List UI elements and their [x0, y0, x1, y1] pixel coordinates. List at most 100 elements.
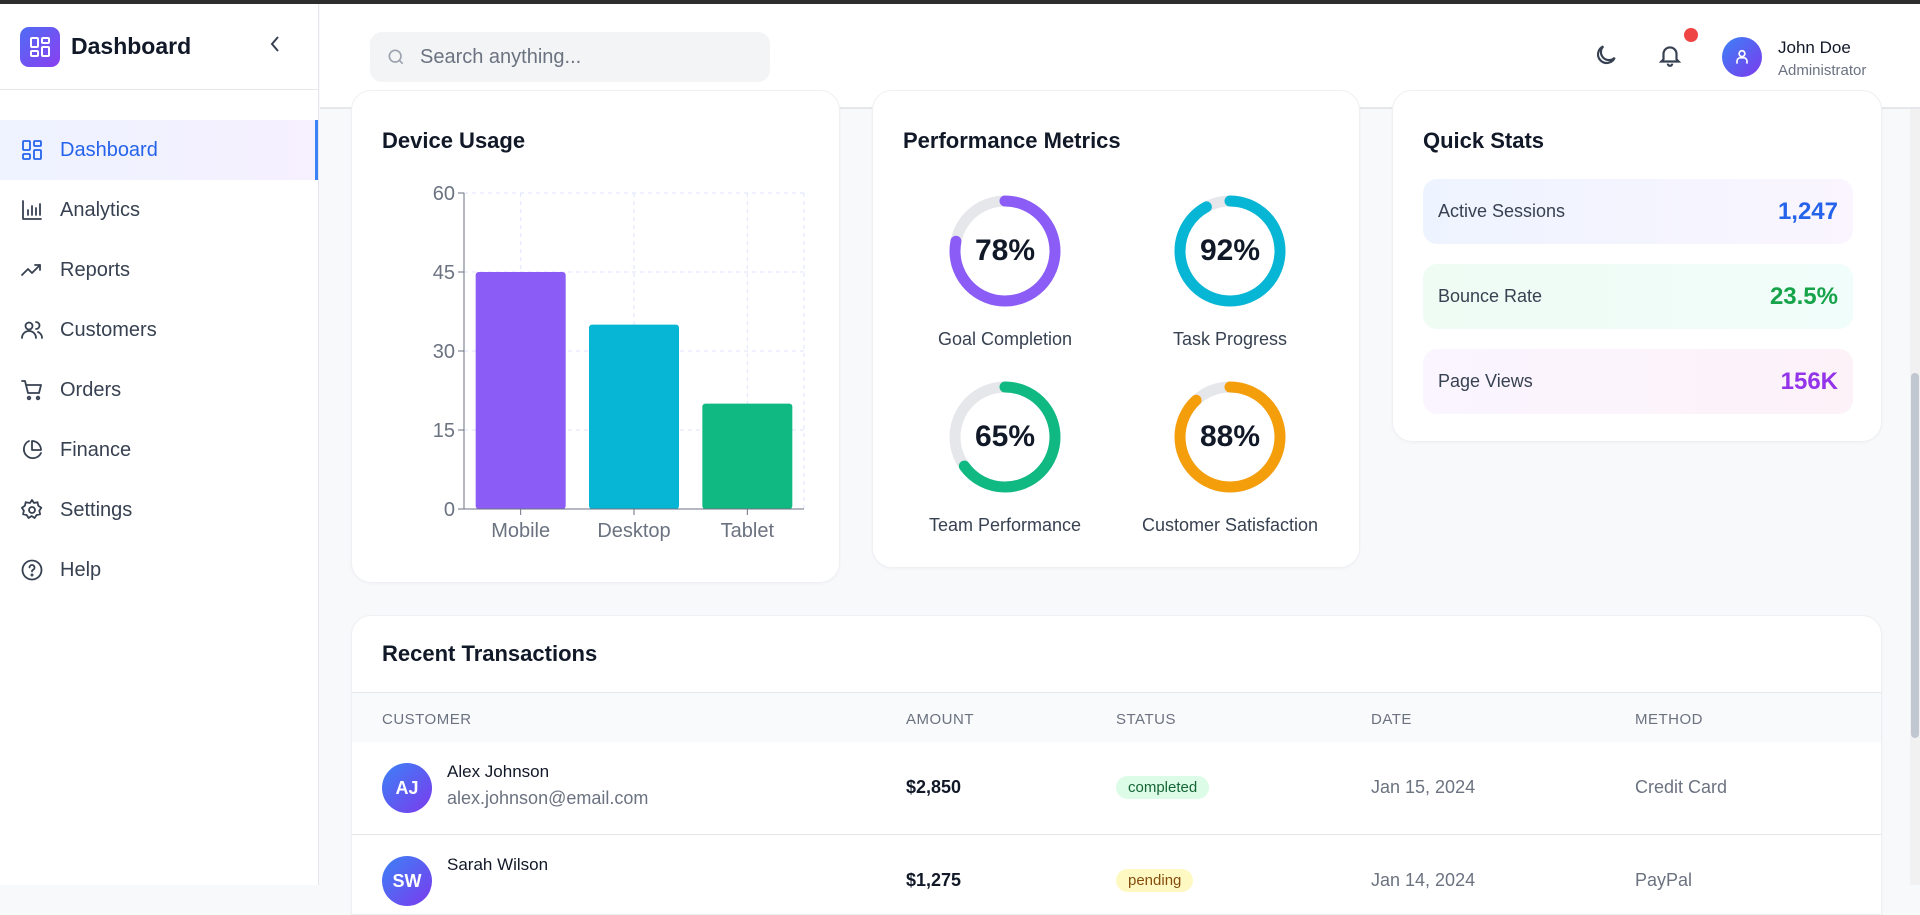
search-placeholder: Search anything... [420, 45, 582, 68]
sidebar-item-finance[interactable]: Finance [0, 420, 318, 480]
column-header-method[interactable]: METHOD [1635, 711, 1703, 728]
y-tick-label: 45 [433, 262, 455, 284]
search-input[interactable]: Search anything... [370, 32, 770, 82]
notifications-bell-icon[interactable] [1657, 42, 1683, 73]
scrollbar-thumb[interactable] [1911, 373, 1919, 738]
ring-task-progress: 92% [1165, 186, 1295, 316]
ring-goal-completion: 78% [940, 186, 1070, 316]
stat-label: Bounce Rate [1438, 286, 1543, 306]
brand-title: Dashboard [71, 33, 192, 59]
ring-progress [1174, 381, 1286, 493]
x-tick-label: Mobile [491, 520, 550, 542]
sidebar-item-help[interactable]: Help [0, 540, 318, 600]
sidebar-item-label: Finance [60, 438, 132, 461]
stat-value: 156K [1780, 367, 1838, 395]
status-badge: pending [1116, 869, 1194, 892]
sidebar-item-label: Analytics [60, 198, 141, 221]
bar-mobile [475, 272, 566, 509]
sidebar-item-settings[interactable]: Settings [0, 480, 318, 540]
notification-badge [1684, 28, 1698, 42]
sidebar-item-label: Dashboard [60, 138, 158, 161]
recent-transactions-card: Recent Transactions CUSTOMER AMOUNT STAT… [351, 615, 1882, 915]
quick-stats-card: Quick Stats Active Sessions 1,247 Bounce… [1392, 90, 1882, 442]
y-tick-label: 60 [433, 183, 455, 205]
sidebar-item-orders[interactable]: Orders [0, 360, 318, 420]
pie-chart-icon [22, 440, 42, 460]
ring-value: 65% [974, 420, 1036, 453]
y-tick-label: 30 [433, 341, 455, 363]
user-name: John Doe [1778, 38, 1851, 57]
brand: Dashboard [0, 4, 318, 90]
user-role: Administrator [1778, 62, 1867, 79]
sidebar-item-reports[interactable]: Reports [0, 240, 318, 300]
user-icon [1736, 49, 1748, 64]
ring-label: Team Performance [928, 515, 1082, 535]
table-row[interactable]: SW Sarah Wilson $1,275 pending Jan 14, 2… [352, 834, 1881, 914]
sidebar-item-dashboard[interactable]: Dashboard [0, 120, 318, 180]
stat-label: Active Sessions [1438, 201, 1566, 221]
ring-progress [949, 381, 1061, 493]
column-header-date[interactable]: DATE [1371, 711, 1412, 728]
user-avatar[interactable] [1722, 37, 1762, 77]
bar-desktop [589, 324, 679, 509]
card-title: Recent Transactions [382, 641, 598, 666]
ring-label: Customer Satisfaction [1141, 515, 1319, 535]
stat-value: 1,247 [1777, 197, 1838, 225]
help-circle-icon [21, 559, 43, 581]
ring-label: Task Progress [1172, 329, 1288, 349]
ring-progress [1174, 195, 1286, 307]
sidebar-item-analytics[interactable]: Analytics [0, 180, 318, 240]
logo-icon [20, 26, 60, 67]
window-top-bar [0, 0, 1920, 4]
gear-icon [21, 499, 43, 519]
stat-value: 23.5% [1769, 282, 1838, 310]
sidebar-item-label: Orders [60, 378, 122, 401]
customer-name: Sarah Wilson [447, 855, 549, 874]
performance-metrics-card: Performance Metrics 78% Goal Completion 92… [872, 90, 1360, 568]
amount: $2,850 [906, 777, 962, 797]
stat-bounce-rate: Bounce Rate 23.5% [1423, 264, 1853, 329]
amount: $1,275 [906, 870, 962, 890]
customer-avatar: SW [382, 856, 432, 906]
y-tick-label: 15 [433, 420, 455, 442]
device-usage-card: Device Usage 0 15 30 45 60 Mobile Desktop Table… [351, 90, 840, 583]
date: Jan 15, 2024 [1371, 777, 1476, 797]
search-icon [388, 49, 404, 65]
users-icon [21, 321, 43, 339]
stat-active-sessions: Active Sessions 1,247 [1423, 179, 1853, 244]
sidebar-item-label: Settings [60, 498, 133, 521]
card-title: Device Usage [382, 128, 526, 153]
ring-team-performance: 65% [940, 372, 1070, 502]
date: Jan 14, 2024 [1371, 870, 1476, 890]
card-title: Quick Stats [1423, 128, 1545, 153]
customer-name: Alex Johnson [447, 762, 550, 781]
stat-label: Page Views [1438, 371, 1533, 391]
customer-email: alex.johnson@email.com [447, 788, 649, 808]
trending-up-icon [21, 264, 41, 276]
bar-chart-icon [22, 200, 42, 220]
y-tick-label: 0 [444, 499, 455, 521]
stat-page-views: Page Views 156K [1423, 349, 1853, 414]
sidebar-item-label: Reports [60, 258, 131, 281]
sidebar-item-label: Help [60, 558, 102, 581]
column-header-status[interactable]: STATUS [1116, 711, 1176, 728]
grid-icon [22, 140, 42, 160]
sidebar-item-label: Customers [60, 318, 157, 341]
column-header-amount[interactable]: AMOUNT [906, 711, 974, 728]
table-header [352, 692, 1881, 742]
bar-tablet [702, 403, 793, 509]
cart-icon [21, 380, 42, 401]
payment-method: Credit Card [1635, 777, 1728, 797]
sidebar-item-customers[interactable]: Customers [0, 300, 318, 360]
payment-method: PayPal [1635, 870, 1693, 890]
dark-mode-moon-icon[interactable] [1593, 42, 1619, 73]
ring-value: 78% [974, 234, 1036, 267]
collapse-sidebar-chevron-left-icon[interactable] [268, 34, 282, 60]
device-usage-bar-chart: 0 15 30 45 60 Mobile Desktop Tablet [433, 183, 805, 542]
table-row[interactable]: AJ Alex Johnson alex.johnson@email.com $… [352, 742, 1881, 834]
column-header-customer[interactable]: CUSTOMER [382, 711, 472, 728]
customer-avatar: AJ [382, 763, 432, 813]
x-tick-label: Desktop [597, 520, 670, 542]
ring-label: Goal Completion [937, 329, 1073, 349]
x-tick-label: Tablet [721, 520, 775, 542]
